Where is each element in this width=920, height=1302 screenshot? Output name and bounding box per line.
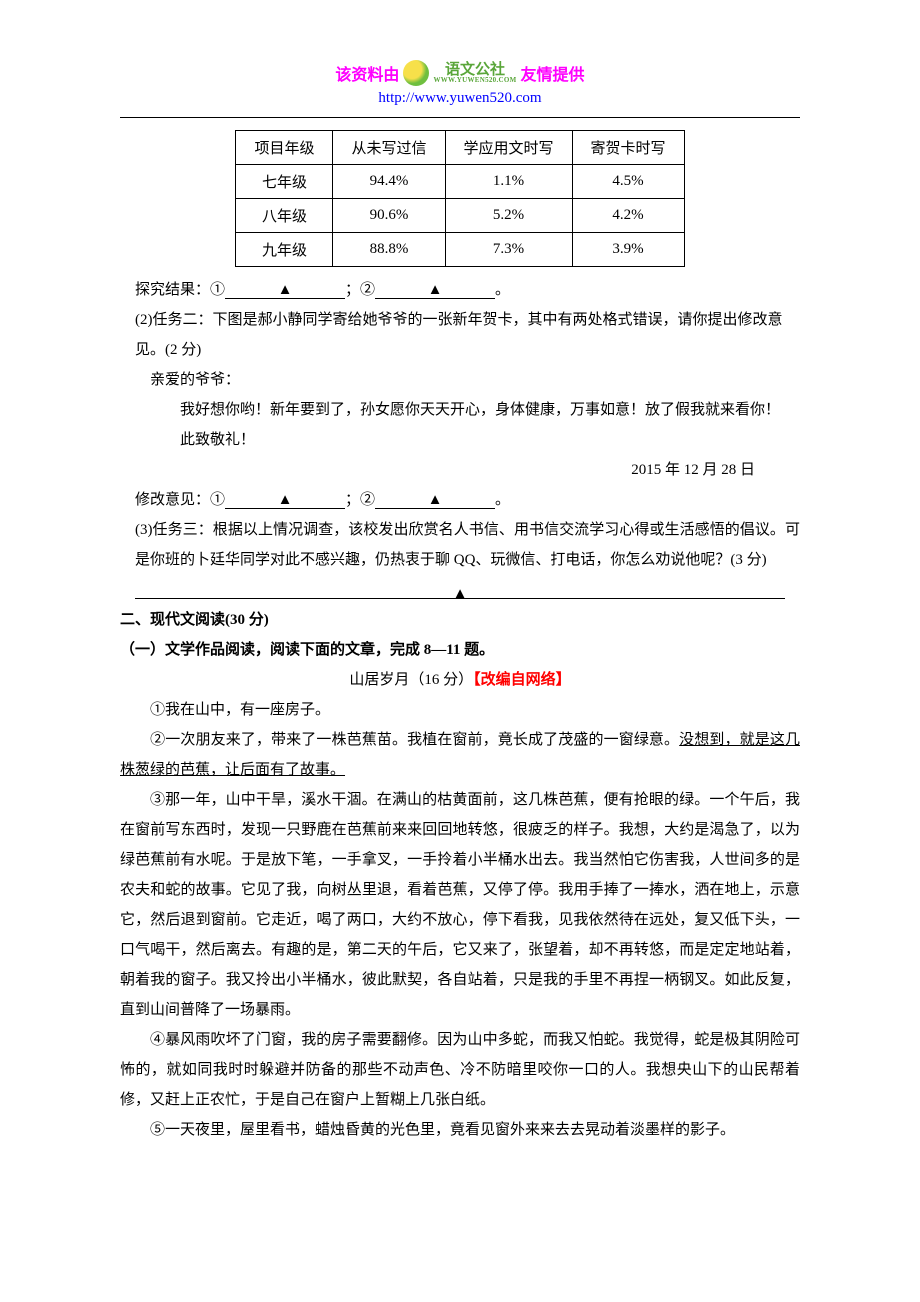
triangle-icon: ▲ [453,586,468,602]
edit-opinion-line: 修改意见：① ▲ ；② ▲ 。 [120,485,800,515]
blank-4: ▲ [375,493,495,509]
edit-sep: ；② [345,492,375,508]
cell-card: 3.9% [572,233,684,267]
triangle-icon: ▲ [428,492,443,508]
triangle-icon: ▲ [278,492,293,508]
triangle-icon: ▲ [428,282,443,298]
page-container: 该资料由 语文公社 WWW.YUWEN520.COM 友情提供 http://w… [0,0,920,1205]
header-line-1: 该资料由 语文公社 WWW.YUWEN520.COM 友情提供 [335,60,584,86]
article-p3: ③那一年，山中干旱，溪水干涸。在满山的枯黄面前，这几株芭蕉，便有抢眼的绿。一个午… [120,785,800,1025]
cell-applied: 1.1% [445,165,572,199]
answer-line: ▲ [135,577,785,599]
table-row: 八年级 90.6% 5.2% 4.2% [236,199,684,233]
letter-salutation: 亲爱的爷爷： [150,365,785,395]
header-divider [120,117,800,118]
table-row: 九年级 88.8% 7.3% 3.9% [236,233,684,267]
edit-label: 修改意见：① [135,492,225,508]
article-p5: ⑤一天夜里，屋里看书，蜡烛昏黄的光色里，竟看见窗外来来去去晃动着淡墨样的影子。 [120,1115,800,1145]
cell-card: 4.5% [572,165,684,199]
logo-text: 语文公社 WWW.YUWEN520.COM [433,62,516,84]
th-applied: 学应用文时写 [445,131,572,165]
explore-label: 探究结果：① [135,282,225,298]
article-note: 【改编自网络】 [473,672,571,688]
letter-block: 亲爱的爷爷： 我好想你哟！新年要到了，孙女愿你天天开心，身体健康，万事如意！放了… [150,365,785,485]
article-title-line: 山居岁月（16 分）【改编自网络】 [120,665,800,695]
cell-never: 90.6% [333,199,445,233]
article-title: 山居岁月（16 分） [349,672,473,688]
task3-text: (3)任务三：根据以上情况调查，该校发出欣赏名人书信、用书信交流学习心得或生活感… [120,515,800,575]
blank-1: ▲ [225,283,345,299]
cell-applied: 7.3% [445,233,572,267]
article-p4: ④暴风雨吹坏了门窗，我的房子需要翻修。因为山中多蛇，而我又怕蛇。我觉得，蛇是极其… [120,1025,800,1115]
header-url: http://www.yuwen520.com [120,90,800,107]
cell-grade: 八年级 [236,199,333,233]
section2-subtitle: （一）文学作品阅读，阅读下面的文章，完成 8—11 题。 [120,635,800,665]
edit-end: 。 [495,492,510,508]
logo-swirl-icon [403,60,429,86]
letter-body: 我好想你哟！新年要到了，孙女愿你天天开心，身体健康，万事如意！放了假我就来看你！ [150,395,785,425]
blank-2: ▲ [375,283,495,299]
cell-card: 4.2% [572,199,684,233]
section2-title: 二、现代文阅读(30 分) [120,605,800,635]
page-header: 该资料由 语文公社 WWW.YUWEN520.COM 友情提供 http://w… [120,60,800,107]
header-suffix: 友情提供 [521,61,585,85]
triangle-icon: ▲ [278,282,293,298]
header-prefix: 该资料由 [335,61,399,85]
letter-date: 2015 年 12 月 28 日 [150,455,785,485]
article-p2a: ②一次朋友来了，带来了一株芭蕉苗。我植在窗前，竟长成了茂盛的一窗绿意。 [150,732,679,748]
task2-intro: (2)任务二：下图是郝小静同学寄给她爷爷的一张新年贺卡，其中有两处格式错误，请你… [120,305,800,365]
logo-cn: 语文公社 [433,62,516,77]
logo-en: WWW.YUWEN520.COM [433,77,516,84]
survey-table: 项目年级 从未写过信 学应用文时写 寄贺卡时写 七年级 94.4% 1.1% 4… [235,130,684,267]
cell-grade: 七年级 [236,165,333,199]
article-p1: ①我在山中，有一座房子。 [120,695,800,725]
th-project: 项目年级 [236,131,333,165]
table-row: 七年级 94.4% 1.1% 4.5% [236,165,684,199]
site-logo: 语文公社 WWW.YUWEN520.COM [403,60,516,86]
explore-end: 。 [495,282,510,298]
explore-result-line: 探究结果：① ▲ ；② ▲ 。 [120,275,800,305]
cell-never: 88.8% [333,233,445,267]
blank-3: ▲ [225,493,345,509]
th-card: 寄贺卡时写 [572,131,684,165]
cell-never: 94.4% [333,165,445,199]
cell-applied: 5.2% [445,199,572,233]
letter-closing: 此致敬礼！ [150,425,785,455]
body-text: 探究结果：① ▲ ；② ▲ 。 (2)任务二：下图是郝小静同学寄给她爷爷的一张新年贺卡，… [120,275,800,1145]
explore-sep: ；② [345,282,375,298]
article-p2: ②一次朋友来了，带来了一株芭蕉苗。我植在窗前，竟长成了茂盛的一窗绿意。没想到，就… [120,725,800,785]
cell-grade: 九年级 [236,233,333,267]
th-never: 从未写过信 [333,131,445,165]
table-header-row: 项目年级 从未写过信 学应用文时写 寄贺卡时写 [236,131,684,165]
